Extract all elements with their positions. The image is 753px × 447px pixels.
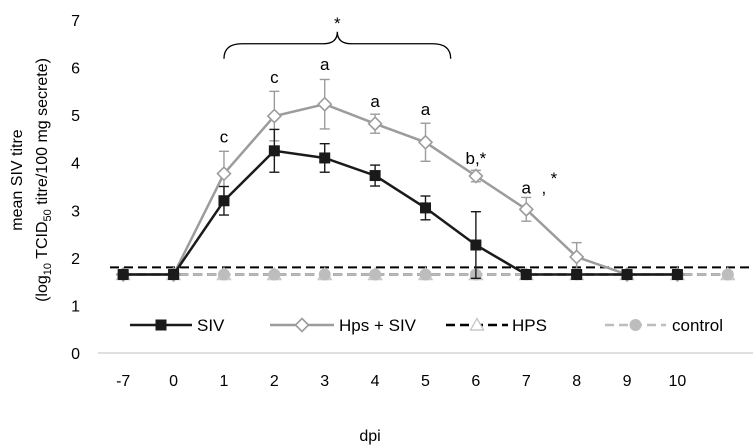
series-line: [123, 104, 677, 274]
x-tick-label: 0: [169, 373, 178, 390]
x-tick-label: 10: [669, 373, 687, 390]
x-tick-label: 8: [572, 373, 581, 390]
bracket-path: [224, 32, 451, 59]
data-point: [622, 269, 633, 280]
y-tick-label: 5: [71, 108, 80, 125]
legend-item: control: [605, 316, 723, 335]
data-point: [370, 170, 381, 181]
legend-label: SIV: [197, 316, 225, 335]
data-point: [420, 202, 431, 213]
legend-marker: [296, 319, 309, 332]
series-hps-siv: [117, 79, 684, 281]
y-axis-title-part: 50: [42, 209, 54, 221]
legend-label: HPS: [512, 316, 547, 335]
x-tick-label: 2: [270, 373, 279, 390]
x-tick-label: 4: [371, 373, 380, 390]
data-point: [269, 145, 280, 156]
legend-marker: [156, 320, 167, 331]
data-point: [571, 269, 582, 280]
data-point: [369, 117, 382, 130]
data-point: [369, 269, 381, 281]
annotation-label: ,: [542, 179, 547, 198]
data-point: [319, 269, 331, 281]
annotation-label: c: [220, 128, 229, 147]
data-point: [218, 195, 229, 206]
y-axis-title-part: 10: [42, 263, 54, 275]
annotation-label: a: [421, 100, 431, 119]
data-point: [722, 269, 734, 281]
legend-label: control: [672, 316, 723, 335]
y-tick-label: 3: [71, 203, 80, 220]
legend-label: Hps + SIV: [339, 316, 417, 335]
annotation-label: *: [551, 169, 558, 188]
annotation-label: c: [270, 68, 279, 87]
x-tick-label: 7: [522, 373, 531, 390]
y-axis-title-line2: (log10 TCID50 titre/100 mg secrete): [34, 58, 54, 302]
data-point: [470, 240, 481, 251]
x-tick-label: 5: [421, 373, 430, 390]
data-point: [672, 269, 683, 280]
x-tick-label: 6: [471, 373, 480, 390]
x-axis-title: dpi: [359, 428, 380, 445]
y-axis-title-part: TCID: [34, 222, 51, 263]
y-tick-label: 2: [71, 251, 80, 268]
y-tick-label: 7: [71, 13, 80, 30]
x-tick-label: -7: [116, 373, 130, 390]
y-tick-label: 6: [71, 61, 80, 78]
legend-item: HPS: [446, 316, 547, 335]
data-point: [118, 269, 129, 280]
y-tick-label: 4: [71, 156, 80, 173]
x-tick-label: 1: [220, 373, 229, 390]
data-point: [168, 269, 179, 280]
y-axis-title-part: (log: [34, 275, 51, 302]
annotation-label: a: [370, 92, 380, 111]
data-point: [420, 269, 432, 281]
data-point: [319, 152, 330, 163]
x-tick-label: 9: [623, 373, 632, 390]
legend: SIV Hps + SIV HPS control: [130, 316, 723, 335]
bracket-label: *: [334, 14, 341, 33]
data-point: [218, 269, 230, 281]
series-siv: [118, 129, 683, 280]
data-point: [521, 269, 532, 280]
annotation-label: a: [320, 55, 330, 74]
annotation-label: b,*: [465, 149, 486, 168]
x-axis-ticks: -7 0 1 2 3 4 5 6 7 8 9 10: [116, 373, 686, 390]
y-tick-label: 1: [71, 298, 80, 315]
legend-item: SIV: [130, 316, 225, 335]
legend-item: Hps + SIV: [270, 316, 417, 335]
series-line: [123, 151, 677, 275]
y-tick-label: 0: [71, 346, 80, 363]
y-axis-ticks: 0 1 2 3 4 5 6 7: [71, 13, 80, 363]
significance-bracket: *: [224, 14, 451, 59]
y-axis-title-line1: mean SIV titre: [9, 129, 26, 230]
data-point: [268, 269, 280, 281]
annotation-label: a: [522, 179, 532, 198]
data-point: [318, 98, 331, 111]
legend-marker: [630, 319, 642, 331]
annotations: c c a a a b,* a ,*: [220, 55, 558, 198]
x-tick-label: 3: [320, 373, 329, 390]
y-axis-title-part: titre/100 mg secrete): [34, 58, 51, 209]
